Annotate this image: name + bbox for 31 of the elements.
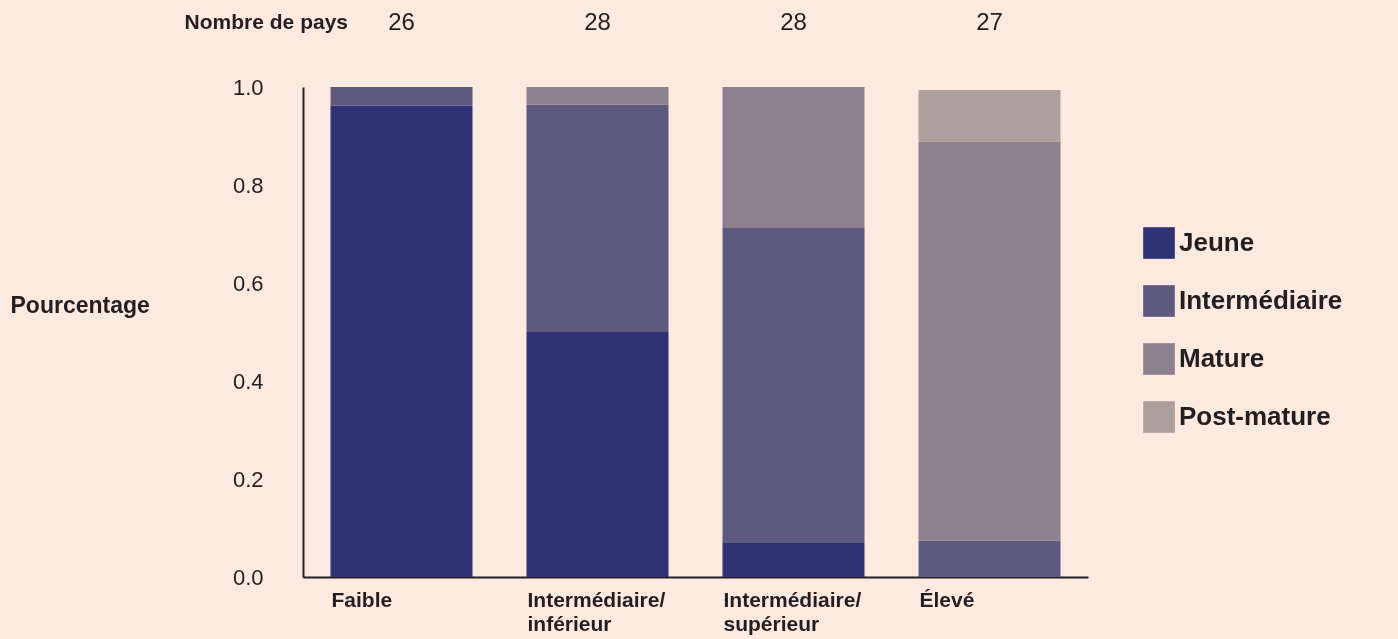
bar	[330, 87, 473, 106]
y-tick-label: 0.0	[232, 564, 264, 590]
bar	[918, 141, 1061, 541]
text: 28	[780, 8, 807, 35]
x-tick-label: Faible	[331, 587, 393, 611]
x-tick-label: Élevé	[919, 587, 975, 611]
legend-label: Jeune	[1179, 227, 1255, 257]
bar	[526, 87, 669, 105]
legend-label: Post-mature	[1179, 401, 1331, 431]
bar	[722, 87, 865, 228]
bar	[918, 540, 1061, 577]
text: Nombre de pays	[184, 10, 348, 33]
text: 26	[388, 8, 415, 35]
y-tick-label: 1.0	[232, 74, 264, 100]
bar	[526, 332, 669, 577]
legend-label: Intermédiaire	[1179, 285, 1343, 315]
text: 27	[976, 8, 1003, 35]
x-tick-label: Intermédiaire/ supérieur	[723, 587, 862, 635]
bar	[722, 227, 865, 543]
x-tick-label: Intermédiaire/ inférieur	[527, 587, 666, 635]
y-tick-label: 0.2	[232, 466, 264, 492]
legend-label: Mature	[1179, 343, 1265, 373]
bar	[526, 104, 669, 332]
y-tick-label: 0.4	[232, 368, 264, 394]
y-axis-title: Pourcentage	[10, 291, 150, 318]
y-tick-label: 0.6	[232, 270, 264, 296]
y-tick-label: 0.8	[232, 172, 264, 198]
bar	[330, 105, 473, 577]
bar	[918, 89, 1061, 142]
text: 28	[584, 8, 611, 35]
bar	[722, 542, 865, 577]
